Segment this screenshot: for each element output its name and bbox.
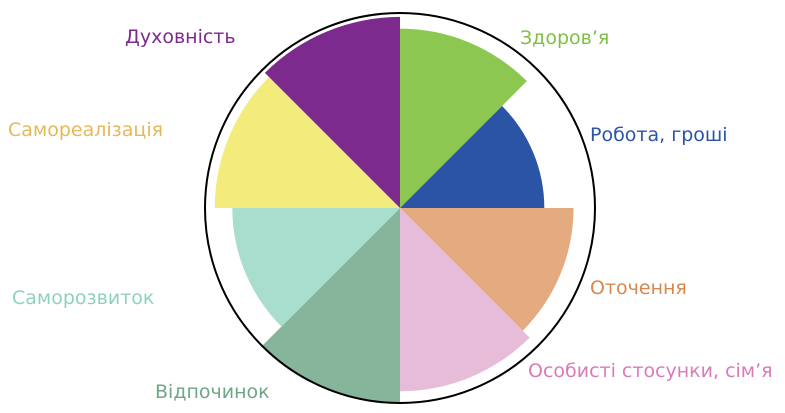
category-label: Самореалізація [8, 119, 164, 141]
sector [400, 28, 527, 208]
category-label: Робота, гроші [590, 124, 728, 146]
sector [214, 77, 400, 208]
category-label: Саморозвиток [12, 287, 155, 309]
category-label: Особисті стосунки, сім’я [528, 360, 773, 382]
category-label: Оточення [590, 277, 687, 299]
category-label: Здоров’я [520, 27, 610, 49]
sector [232, 208, 400, 327]
sector [262, 208, 400, 403]
category-label: Духовність [125, 26, 236, 48]
sector [400, 208, 574, 331]
sector [400, 208, 530, 392]
sector [400, 105, 545, 208]
sector [264, 16, 400, 209]
outline [204, 12, 596, 404]
category-label: Відпочинок [155, 381, 270, 403]
